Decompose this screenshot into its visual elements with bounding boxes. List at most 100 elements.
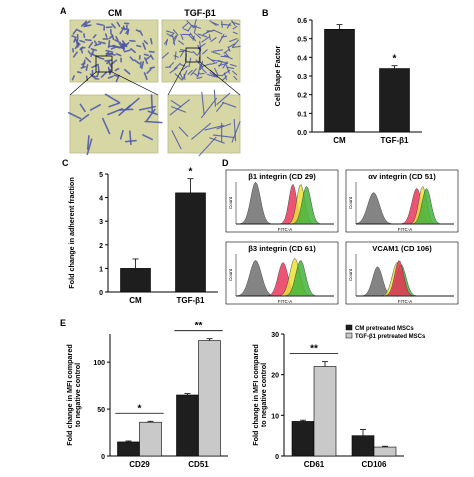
cell-mark (216, 102, 225, 112)
histogram-y-label: Count (348, 196, 353, 209)
histogram-y-label: Count (228, 196, 233, 209)
cell-mark (85, 64, 89, 71)
cell-mark (198, 136, 217, 157)
y-tick-label: 4 (99, 196, 103, 203)
zoom-line (69, 71, 97, 96)
cell-mark (108, 102, 120, 108)
cell-mark (192, 35, 195, 41)
cell-mark (169, 67, 178, 74)
cell-mark (141, 61, 145, 70)
y-tick-label: 0.4 (297, 55, 307, 62)
cell-mark (220, 23, 232, 26)
y-tick-label: 0.2 (297, 93, 307, 100)
cell-mark (85, 57, 92, 63)
cell-mark (232, 25, 238, 30)
cell-mark (89, 104, 101, 111)
bar (117, 441, 140, 457)
cell-mark (107, 40, 111, 49)
cell-mark (223, 48, 230, 54)
cell-mark (119, 129, 124, 140)
cell-mark (71, 35, 77, 39)
cell-mark (86, 138, 93, 156)
y-tick-label: 50 (97, 407, 105, 414)
legend-swatch (345, 324, 353, 331)
cell-mark (79, 113, 90, 122)
cell-mark (89, 73, 96, 79)
cell-mark (136, 44, 142, 48)
cell-mark (88, 41, 94, 49)
cell-mark (195, 59, 203, 68)
bar (379, 68, 410, 133)
cell-mark (178, 126, 189, 137)
cell-mark (181, 65, 189, 71)
cell-mark (178, 40, 185, 45)
cell-mark (142, 134, 154, 141)
panel-letter-a: A (60, 6, 67, 16)
histogram-x-label: FITC-A (398, 299, 413, 304)
cell-mark (193, 18, 197, 29)
cell-mark (97, 65, 100, 73)
cell-mark (108, 34, 114, 40)
micrograph-label-tgf: TGF-β1 (184, 8, 216, 18)
cell-mark (71, 75, 75, 81)
cell-mark (80, 48, 84, 54)
cell-mark (105, 49, 114, 53)
bar (198, 340, 221, 457)
cell-mark (186, 20, 194, 28)
significance-mark: * (189, 167, 193, 178)
bar (176, 394, 199, 457)
cell-mark (187, 69, 193, 75)
zoom-line (111, 71, 159, 96)
cell-mark (129, 56, 135, 62)
bar (373, 446, 397, 457)
cell-mark (229, 38, 238, 42)
chart-e-cd29-cd51: 0 50 100 Fold change in MFI comparedto nega… (65, 322, 228, 469)
cell-mark (197, 33, 208, 38)
significance-mark: * (138, 403, 142, 414)
cell-mark (213, 89, 216, 107)
cell-mark (91, 63, 100, 69)
cell-mark (191, 122, 211, 140)
cell-mark (101, 117, 111, 135)
cell-mark (192, 51, 198, 56)
cell-mark (197, 63, 202, 75)
cell-mark (213, 29, 223, 35)
cell-mark (231, 121, 241, 143)
cell-mark (210, 62, 218, 65)
histogram-title: VCAM1 (CD 106) (372, 244, 432, 253)
y-tick-label: 10 (271, 413, 279, 420)
cell-mark (221, 35, 228, 38)
cell-mark (225, 64, 230, 74)
cell-mark (201, 91, 205, 116)
cell-mark (201, 63, 211, 67)
y-axis-label: Fold change in MFI comparedto negative c… (65, 344, 82, 445)
cell-mark (126, 97, 140, 110)
cell-mark (113, 74, 120, 78)
cell-mark (86, 135, 90, 150)
cell-mark (72, 51, 78, 58)
cell-mark (161, 52, 169, 59)
y-tick-label: 0 (101, 454, 105, 461)
cell-mark (232, 70, 238, 76)
bar (351, 435, 375, 457)
cell-mark (172, 34, 177, 41)
cell-mark (174, 51, 177, 60)
cell-mark (201, 36, 210, 43)
cell-mark (149, 54, 154, 60)
cell-mark (169, 62, 174, 68)
bar (313, 366, 337, 457)
micrograph-cm-overview (69, 19, 159, 83)
cell-mark (232, 31, 238, 35)
cell-mark (196, 76, 203, 80)
cell-mark (125, 29, 129, 34)
cell-mark (97, 40, 106, 45)
x-tick-label: CM (129, 296, 142, 305)
cell-mark (210, 37, 217, 42)
cell-mark (67, 111, 82, 120)
cell-mark (170, 99, 182, 108)
cell-mark (93, 40, 98, 46)
y-tick-label: 0 (99, 290, 103, 297)
cell-mark (216, 92, 231, 105)
flow-histogram: αv integrin (CD 51) FITC-A Count (345, 169, 459, 233)
cell-mark (211, 59, 222, 63)
